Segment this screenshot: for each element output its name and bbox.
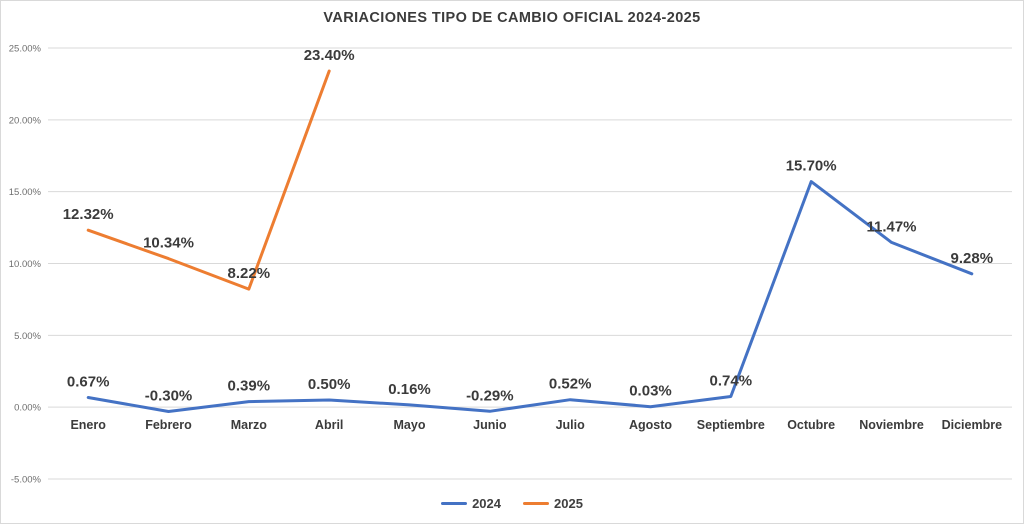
- data-label-2024: 0.50%: [308, 376, 351, 393]
- chart-title: VARIACIONES TIPO DE CAMBIO OFICIAL 2024-…: [323, 10, 701, 26]
- data-label-2025: 8.22%: [228, 265, 271, 282]
- data-label-2024: 0.74%: [710, 373, 753, 390]
- legend-label-2025: 2025: [554, 496, 583, 511]
- data-label-2024: 0.52%: [549, 376, 592, 393]
- data-label-2024: 11.47%: [866, 218, 916, 235]
- y-tick-label: 10.00%: [9, 259, 42, 270]
- data-label-2024: 0.16%: [388, 381, 431, 398]
- y-tick-label: 20.00%: [9, 115, 42, 126]
- legend-label-2024: 2024: [472, 496, 501, 511]
- data-label-2024: 0.39%: [228, 378, 271, 395]
- legend-item-2024[interactable]: 2024: [441, 496, 501, 511]
- data-label-2024: 9.28%: [951, 250, 994, 267]
- data-label-2024: -0.30%: [145, 387, 193, 404]
- data-label-2024: 15.70%: [786, 158, 837, 175]
- y-tick-label: 15.00%: [9, 187, 42, 198]
- series-line-2024: [86, 180, 974, 413]
- x-category-label: Enero: [70, 418, 106, 432]
- data-label-2024: -0.29%: [466, 387, 514, 404]
- x-category-label: Julio: [556, 418, 586, 432]
- legend-swatch-2025: [523, 502, 549, 505]
- data-label-2025: 10.34%: [143, 235, 194, 252]
- data-label-2025: 23.40%: [304, 47, 355, 64]
- x-category-label: Junio: [473, 418, 507, 432]
- series-line-2025: [86, 69, 331, 291]
- x-category-label: Agosto: [629, 418, 672, 432]
- x-category-label: Abril: [315, 418, 343, 432]
- x-category-label: Marzo: [231, 418, 267, 432]
- y-tick-label: 0.00%: [14, 403, 41, 414]
- x-category-label: Mayo: [394, 418, 426, 432]
- data-label-2024: 0.67%: [67, 374, 110, 391]
- x-category-label: Diciembre: [942, 418, 1002, 432]
- x-category-label: Octubre: [787, 418, 835, 432]
- legend: 2024 2025: [1, 496, 1023, 511]
- y-tick-label: 25.00%: [9, 44, 42, 55]
- legend-item-2025[interactable]: 2025: [523, 496, 583, 511]
- data-label-2025: 12.32%: [63, 206, 114, 223]
- y-tick-label: 5.00%: [14, 331, 41, 342]
- x-category-label: Noviembre: [859, 418, 924, 432]
- x-category-label: Febrero: [145, 418, 192, 432]
- legend-swatch-2024: [441, 502, 468, 505]
- data-label-2024: 0.03%: [629, 383, 672, 400]
- x-category-label: Septiembre: [697, 418, 765, 432]
- y-tick-label: -5.00%: [11, 475, 42, 486]
